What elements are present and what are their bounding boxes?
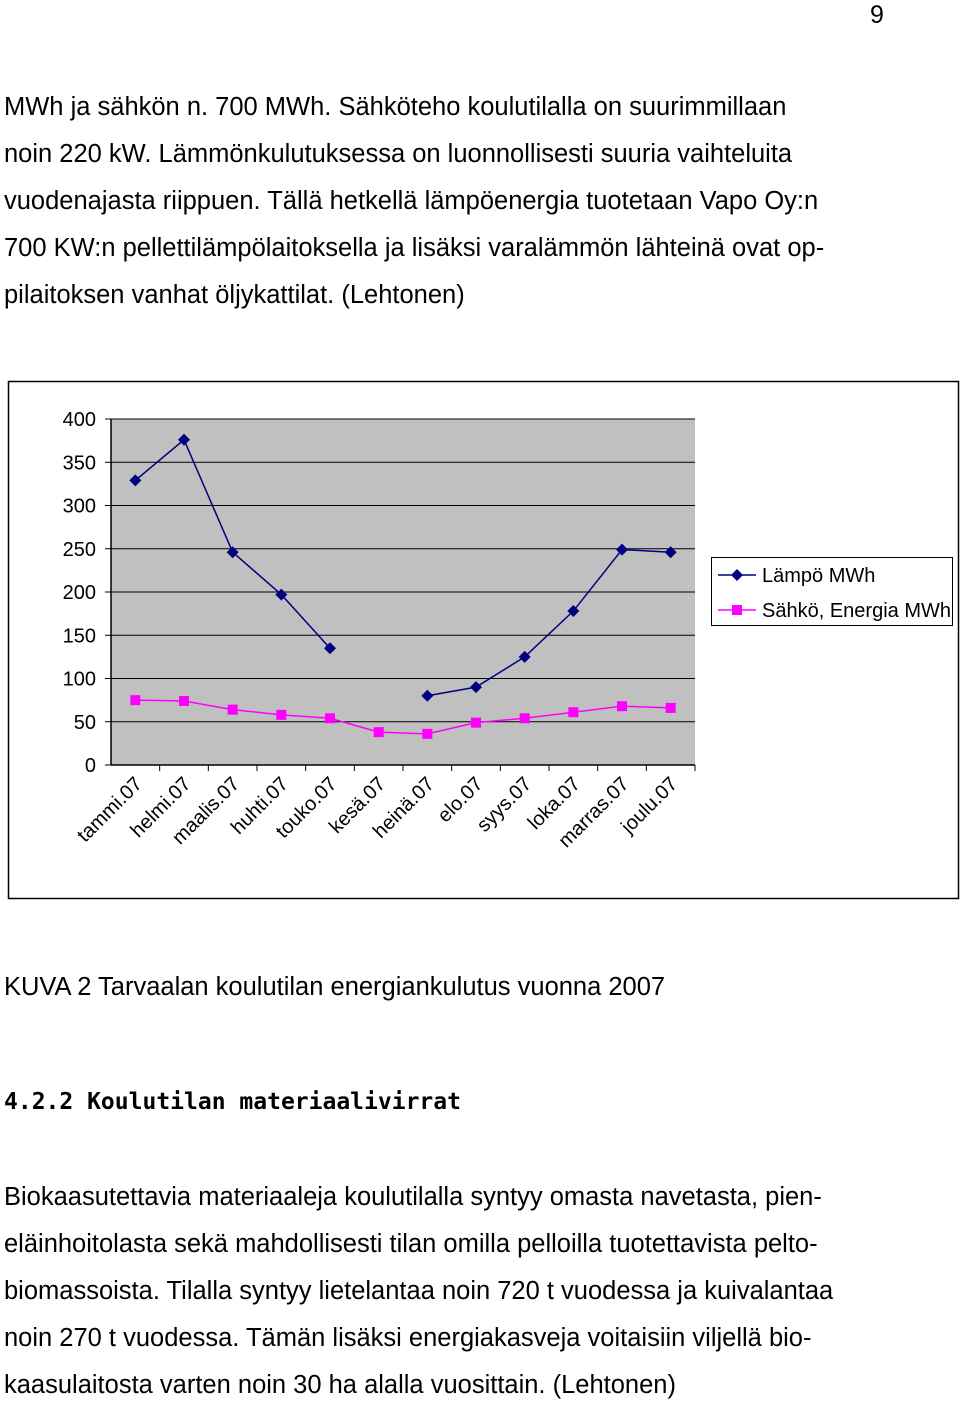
text-line: vuodenajasta riippuen. Tällä hetkellä lä… (4, 187, 819, 215)
point (518, 650, 531, 663)
text-line: eläinhoitolasta sekä mahdollisesti tilan… (4, 1230, 818, 1258)
text-line: biomassoista. Tilalla syntyy lietelantaa… (4, 1277, 834, 1305)
point (617, 701, 627, 712)
point (664, 546, 677, 559)
text-line: Biokaasutettavia materiaaleja koulutilal… (4, 1183, 822, 1211)
y-tick-label: 350 (63, 452, 96, 474)
text-line: noin 220 kW. Lämmönkulutuksessa on luonn… (4, 140, 793, 168)
point (324, 642, 336, 655)
point (567, 605, 580, 618)
legend (711, 557, 953, 626)
legend-label: Sähkö, Energia MWh (762, 600, 951, 622)
chart: 050100150200250300350400tammi.07helmi.07… (7, 380, 960, 900)
heading: 4.2.2 Koulutilan materiaalivirrat (4, 1089, 461, 1115)
point (179, 695, 189, 706)
legend-label: Lämpö MWh (762, 565, 875, 587)
legend-marker (732, 605, 742, 615)
point (471, 717, 481, 728)
point (227, 704, 238, 715)
point (130, 695, 141, 706)
point (421, 689, 434, 702)
caption: KUVA 2 Tarvaalan koulutilan energiankulu… (4, 973, 666, 1001)
series-line (135, 699, 671, 735)
point (470, 681, 482, 694)
point (226, 546, 239, 559)
y-tick-label: 0 (85, 755, 96, 777)
point (275, 588, 288, 601)
y-tick-label: 250 (63, 539, 96, 561)
y-tick-label: 50 (74, 712, 96, 734)
point (422, 728, 433, 739)
point (325, 713, 335, 724)
y-tick-label: 300 (63, 496, 96, 518)
point (616, 543, 628, 556)
text-line: pilaitoksen vanhat öljykattilat. (Lehton… (4, 281, 465, 309)
y-tick-label: 100 (63, 669, 96, 691)
text-line: MWh ja sähkön n. 700 MWh. Sähköteho koul… (4, 93, 787, 121)
y-tick-label: 400 (63, 409, 96, 431)
point (568, 707, 579, 718)
point (519, 713, 530, 724)
text-line: 700 KW:n pellettilämpölaitoksella ja lis… (4, 234, 825, 262)
legend-marker (731, 569, 743, 581)
point (178, 433, 190, 446)
page-number: 9 (870, 1, 884, 29)
y-tick-label: 200 (63, 582, 96, 604)
text-line: noin 270 t vuodessa. Tämän lisäksi energ… (4, 1324, 812, 1352)
point (129, 474, 142, 487)
text-line: kaasulaitosta varten noin 30 ha alalla v… (4, 1371, 676, 1399)
point (276, 709, 287, 720)
point (373, 727, 384, 738)
point (665, 702, 676, 713)
y-tick-label: 150 (63, 625, 96, 647)
